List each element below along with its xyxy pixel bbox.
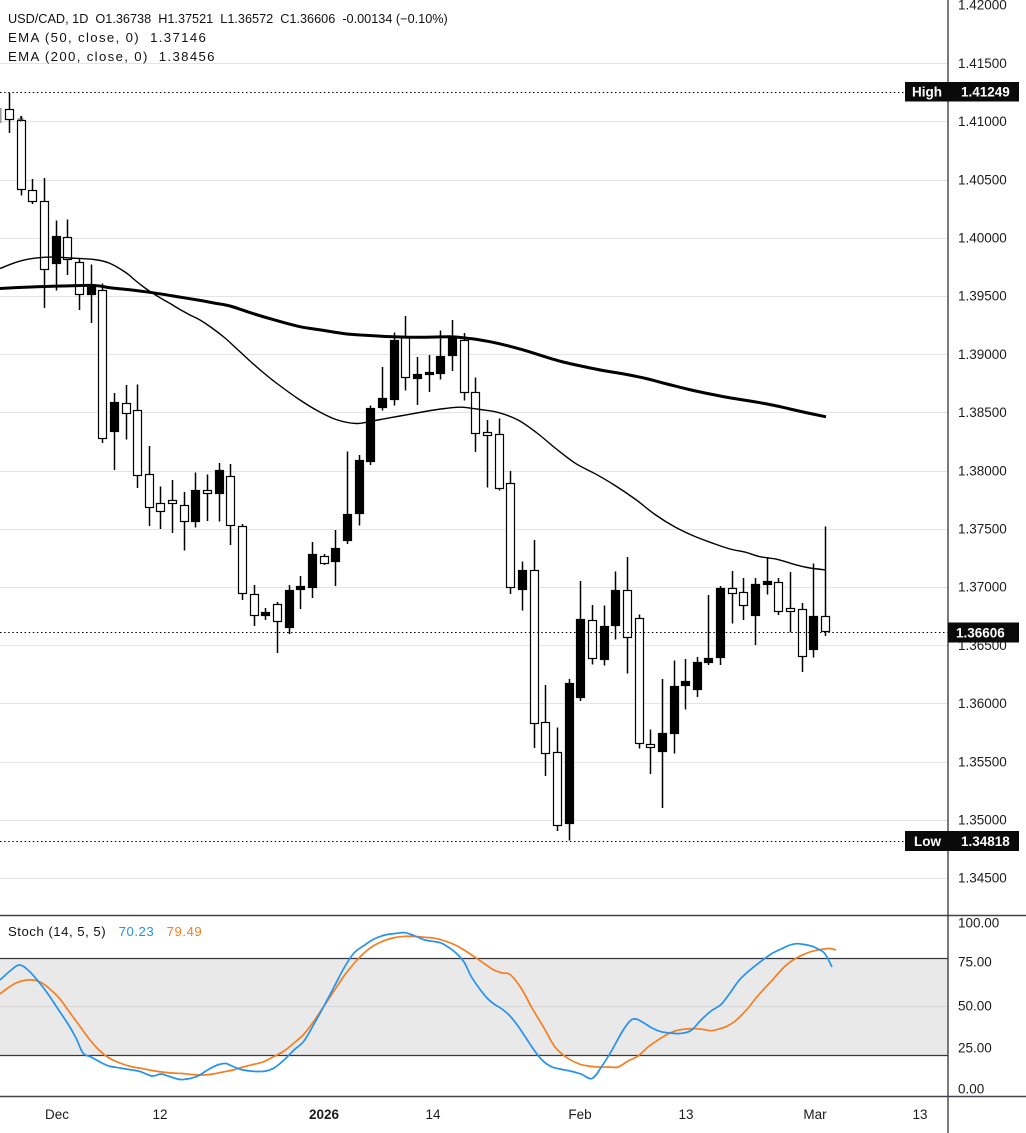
- svg-text:Mar: Mar: [803, 1107, 827, 1122]
- svg-text:13: 13: [912, 1107, 927, 1122]
- svg-text:2026: 2026: [309, 1107, 340, 1122]
- svg-text:1.35000: 1.35000: [958, 813, 1007, 828]
- svg-text:25.00: 25.00: [958, 1041, 992, 1056]
- svg-text:1.37500: 1.37500: [958, 522, 1007, 537]
- svg-text:12: 12: [152, 1107, 167, 1122]
- svg-text:1.41249: 1.41249: [961, 85, 1010, 100]
- svg-text:1.37000: 1.37000: [958, 580, 1007, 595]
- svg-text:Feb: Feb: [568, 1107, 591, 1122]
- svg-text:1.39500: 1.39500: [958, 289, 1007, 304]
- svg-text:1.34818: 1.34818: [961, 834, 1010, 849]
- svg-text:1.36606: 1.36606: [956, 626, 1005, 641]
- svg-text:1.39000: 1.39000: [958, 347, 1007, 362]
- svg-text:14: 14: [425, 1107, 441, 1122]
- svg-text:1.40000: 1.40000: [958, 231, 1007, 246]
- svg-text:EMA (200, close, 0) 1.38456: EMA (200, close, 0) 1.38456: [8, 49, 216, 64]
- svg-text:1.34500: 1.34500: [958, 871, 1007, 886]
- svg-text:0.00: 0.00: [958, 1082, 984, 1097]
- svg-text:75.00: 75.00: [958, 955, 992, 970]
- svg-text:50.00: 50.00: [958, 999, 992, 1014]
- svg-text:Stoch (14, 5, 5) 70.23 79.: Stoch (14, 5, 5) 70.23 79.49: [8, 924, 202, 939]
- svg-text:1.35500: 1.35500: [958, 754, 1007, 769]
- svg-text:High: High: [912, 85, 942, 100]
- svg-text:USD/CAD, 1D O1.36738 H1.3752: USD/CAD, 1D O1.36738 H1.37521 L1.36572 C…: [8, 12, 448, 26]
- svg-text:Low: Low: [914, 834, 941, 849]
- svg-text:13: 13: [678, 1107, 693, 1122]
- svg-text:1.42000: 1.42000: [958, 0, 1007, 13]
- svg-text:1.38500: 1.38500: [958, 405, 1007, 420]
- svg-text:1.40500: 1.40500: [958, 172, 1007, 187]
- svg-text:EMA (50, close, 0) 1.37146: EMA (50, close, 0) 1.37146: [8, 30, 207, 45]
- svg-text:Dec: Dec: [45, 1107, 69, 1122]
- svg-text:100.00: 100.00: [958, 916, 999, 931]
- svg-text:1.41500: 1.41500: [958, 56, 1007, 71]
- svg-text:1.41000: 1.41000: [958, 114, 1007, 129]
- svg-text:1.38000: 1.38000: [958, 463, 1007, 478]
- svg-text:1.36000: 1.36000: [958, 696, 1007, 711]
